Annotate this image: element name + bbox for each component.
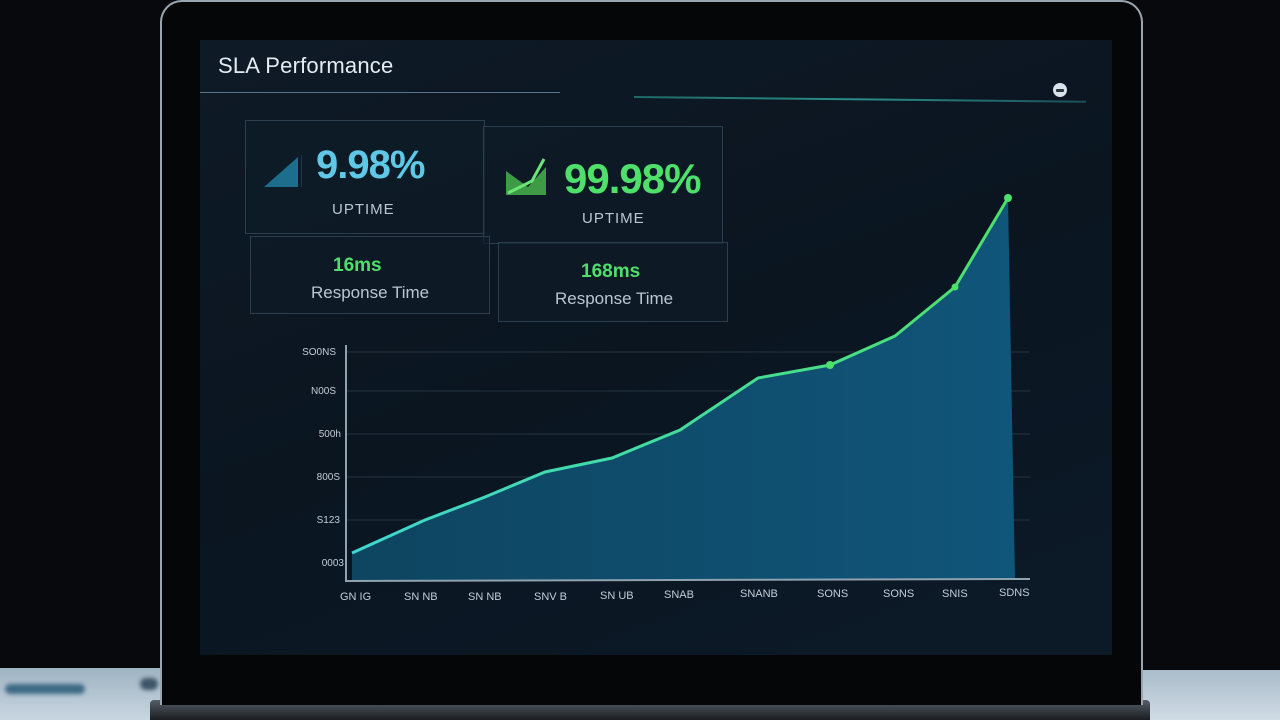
title-divider [200, 92, 560, 93]
sla-area-chart [345, 194, 1031, 582]
data-points [826, 194, 1012, 369]
laptop-base [150, 700, 1150, 720]
y-tick-label: 800S [316, 472, 340, 483]
y-tick-label: N00S [310, 386, 336, 397]
x-tick-label: SONS [817, 588, 849, 600]
x-tick-label: SNV B [534, 591, 568, 603]
x-tick-label: GN IG [340, 591, 372, 603]
uptime-card-2: 99.98% UPTIME [483, 126, 723, 244]
page-title: SLA Performance [218, 53, 394, 78]
x-tick-label: SNIS [942, 588, 968, 600]
response-time-label: Response Time [555, 289, 674, 308]
x-axis [345, 578, 1031, 582]
area-triangle-icon [264, 155, 302, 187]
y-tick-label: S123 [316, 515, 340, 526]
gear-icon[interactable] [1053, 83, 1067, 97]
y-tick-label: SO0NS [302, 347, 336, 358]
x-tick-label: SN UB [600, 590, 634, 602]
response-time-value: 16ms [333, 255, 382, 276]
response-time-label: Response Time [311, 283, 430, 302]
x-tick-label: SDNS [999, 587, 1030, 599]
x-tick-label: SNAB [664, 589, 694, 601]
response-time-card-1: 16ms Response Time [250, 236, 490, 314]
response-time-card-2: 168ms Response Time [498, 242, 728, 322]
uptime-value: 9.98% [316, 143, 425, 187]
uptime-label: UPTIME [582, 210, 645, 227]
x-tick-label: SN NB [468, 591, 502, 603]
checkmark-chart-icon [506, 158, 546, 195]
response-time-value: 168ms [581, 261, 641, 282]
dashboard-screen: SLA Performance 9.98% UPTIME 99.98% UPTI… [200, 40, 1112, 655]
desk-surface-left [0, 668, 185, 720]
uptime-value: 99.98% [564, 155, 701, 202]
uptime-card-1: 9.98% UPTIME [245, 120, 485, 234]
x-tick-label: SNANB [740, 588, 778, 600]
x-tick-label: SN NB [404, 591, 438, 603]
uptime-label: UPTIME [332, 201, 395, 218]
y-tick-label: 0003 [321, 558, 344, 569]
area-fill [352, 198, 1015, 580]
desk-surface-right [1143, 670, 1280, 720]
y-tick-label: 500h [318, 429, 341, 440]
series-line [351, 197, 1010, 555]
x-tick-label: SONS [883, 588, 915, 600]
